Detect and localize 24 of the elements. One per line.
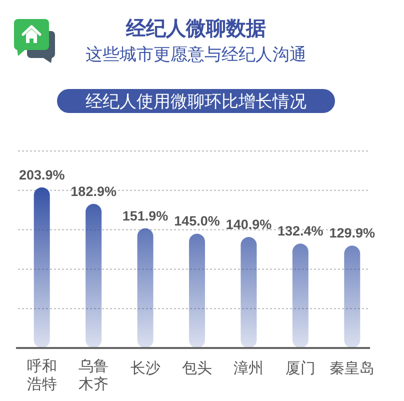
data-label: 140.9%	[226, 216, 272, 232]
chart-subtitle: 这些城市更愿意与经纪人沟通	[86, 45, 306, 64]
data-label: 132.4%	[278, 224, 324, 239]
x-tick-label: 秦皇岛	[330, 360, 375, 377]
bar	[189, 234, 205, 348]
bar	[344, 246, 360, 348]
chart-title: 经纪人微聊数据	[125, 18, 266, 40]
bar	[86, 204, 102, 348]
x-tick-label: 厦门	[285, 360, 316, 377]
data-label: 182.9%	[70, 184, 116, 199]
bar	[34, 187, 50, 348]
data-label: 145.0%	[174, 214, 220, 229]
x-tick-label: 包头	[182, 360, 212, 377]
x-tick-label: 漳州	[234, 360, 264, 377]
text: 经纪人使用微聊环比增长情况	[86, 92, 306, 111]
data-label: 129.9%	[329, 226, 376, 241]
x-tick-label: 乌鲁木齐	[78, 358, 109, 393]
data-label: 203.9%	[18, 167, 65, 182]
x-tick-label: 呼和浩特	[26, 358, 57, 393]
x-tick-label: 长沙	[130, 360, 160, 377]
data-label: 151.9%	[122, 208, 168, 224]
bar	[240, 236, 257, 348]
bar	[137, 228, 154, 348]
bar	[292, 244, 308, 348]
